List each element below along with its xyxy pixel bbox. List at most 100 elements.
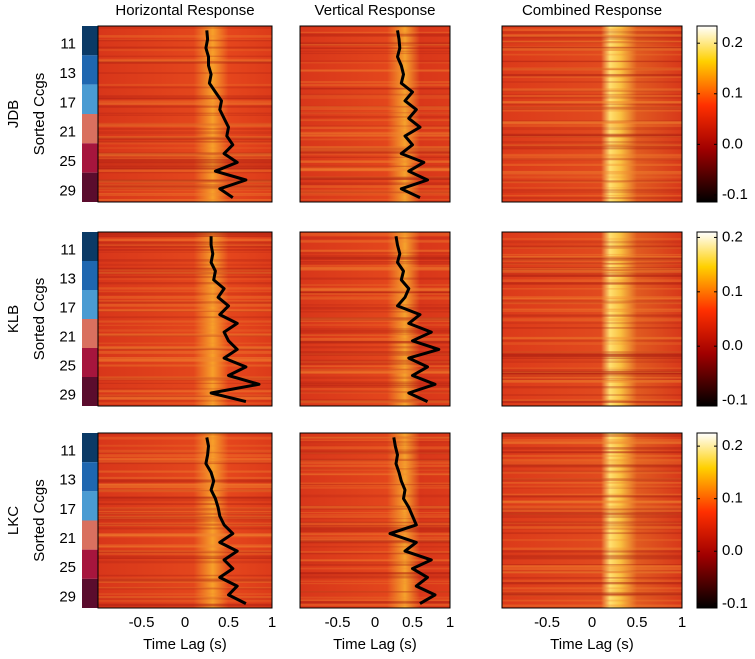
panel-frame xyxy=(299,231,451,407)
heatmap-texture xyxy=(98,61,272,64)
heatmap-texture xyxy=(300,148,450,151)
heatmap-texture xyxy=(300,148,450,151)
heatmap-texture xyxy=(502,197,682,200)
heatmap-texture xyxy=(300,324,450,327)
heatmap-texture xyxy=(502,374,682,377)
heatmap-texture xyxy=(98,391,272,393)
heatmap-texture xyxy=(98,345,272,349)
peak-trace xyxy=(209,236,261,404)
heatmap-texture xyxy=(98,100,272,103)
heatmap-texture xyxy=(502,48,682,51)
heatmap-texture xyxy=(502,495,682,498)
heatmap-texture xyxy=(98,198,272,201)
heatmap-texture xyxy=(300,168,450,172)
heatmap-texture xyxy=(98,189,272,192)
heatmap-texture xyxy=(98,516,272,518)
category-label: 21 xyxy=(59,124,76,141)
group-swatch xyxy=(82,84,98,114)
heatmap-texture xyxy=(502,158,682,161)
heatmap-texture xyxy=(98,97,272,100)
heatmap-texture xyxy=(98,161,272,164)
heatmap-texture xyxy=(502,547,682,551)
heatmap-texture xyxy=(502,509,682,511)
heatmap-texture xyxy=(98,267,272,270)
heatmap-texture xyxy=(502,81,682,83)
heatmap-texture xyxy=(98,496,272,499)
heatmap-texture xyxy=(502,35,682,39)
heatmap-texture xyxy=(300,351,450,354)
heatmap-texture xyxy=(502,367,682,370)
group-swatch xyxy=(82,433,98,463)
heatmap-texture xyxy=(502,379,682,382)
heatmap-texture xyxy=(300,571,450,574)
heatmap-texture xyxy=(300,368,450,371)
heatmap-texture xyxy=(300,512,450,514)
heatmap-texture xyxy=(98,460,272,463)
category-label: 13 xyxy=(59,65,76,82)
heatmap-texture xyxy=(98,320,272,323)
heatmap-texture xyxy=(300,256,450,260)
heatmap-texture xyxy=(502,376,682,380)
heatmap-texture xyxy=(502,592,682,596)
heatmap-texture xyxy=(300,152,450,156)
heatmap-texture xyxy=(300,41,450,45)
heatmap-texture xyxy=(502,515,682,519)
heatmap-texture xyxy=(502,180,682,184)
heatmap-texture xyxy=(98,238,272,242)
panel-frame xyxy=(501,231,683,407)
panel-frame xyxy=(501,25,683,203)
heatmap-texture xyxy=(98,490,272,493)
heatmap-texture xyxy=(502,121,682,123)
heatmap-texture xyxy=(502,371,682,373)
heatmap-texture xyxy=(98,527,272,530)
heatmap-texture xyxy=(300,449,450,451)
heatmap-texture xyxy=(98,451,272,454)
heatmap-texture xyxy=(98,122,272,125)
heatmap-texture xyxy=(502,592,682,594)
heatmap-texture xyxy=(300,368,450,371)
heatmap-texture xyxy=(502,266,682,269)
heatmap-texture xyxy=(502,288,682,290)
heatmap-texture xyxy=(300,277,450,280)
y-axis-label: Sorted Ccgs xyxy=(31,479,48,562)
x-tick-label: -0.5 xyxy=(534,614,560,631)
heatmap-texture xyxy=(502,322,682,325)
heatmap-texture xyxy=(502,400,682,403)
heatmap-texture xyxy=(300,52,450,55)
heatmap-texture xyxy=(98,581,272,583)
heatmap-texture xyxy=(98,263,272,266)
heatmap-texture xyxy=(502,342,682,345)
heatmap-texture xyxy=(98,168,272,170)
category-label: 17 xyxy=(59,94,76,111)
heatmap-texture xyxy=(98,524,272,527)
heatmap-texture xyxy=(98,533,272,537)
heatmap-texture xyxy=(300,580,450,583)
heatmap-texture xyxy=(502,380,682,383)
heatmap-texture xyxy=(300,381,450,384)
x-tick-label: -0.5 xyxy=(325,614,351,631)
heatmap-texture xyxy=(502,526,682,530)
heatmap-texture xyxy=(98,347,272,351)
heatmap-texture xyxy=(300,452,450,454)
heatmap-texture xyxy=(502,35,682,37)
heatmap-texture xyxy=(98,356,272,359)
panel-frame xyxy=(501,432,683,609)
heatmap xyxy=(98,232,272,406)
heatmap-texture xyxy=(98,290,272,293)
heatmap-texture xyxy=(300,591,450,593)
heatmap-texture xyxy=(98,152,272,155)
heatmap-texture xyxy=(98,358,272,361)
heatmap-texture xyxy=(98,593,272,595)
heatmap-texture xyxy=(300,601,450,604)
heatmap-texture xyxy=(300,176,450,180)
heatmap-texture xyxy=(502,357,682,360)
heatmap-texture xyxy=(300,169,450,172)
group-swatch xyxy=(82,578,98,608)
heatmap-texture xyxy=(502,509,682,512)
heatmap-texture xyxy=(502,511,682,515)
heatmap-texture xyxy=(502,274,682,278)
heatmap-texture xyxy=(98,282,272,285)
y-axis-label: Sorted Ccgs xyxy=(31,278,48,361)
heatmap-texture xyxy=(300,105,450,108)
heatmap-texture xyxy=(98,114,272,116)
